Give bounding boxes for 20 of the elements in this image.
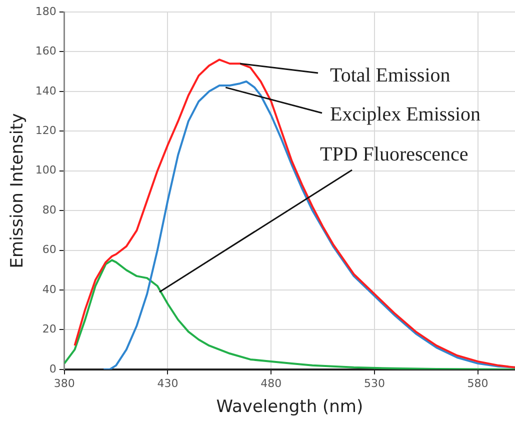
x-axis-title: Wavelength (nm) xyxy=(216,397,364,418)
x-tick-label: 530 xyxy=(364,376,385,390)
y-tick-label: 80 xyxy=(42,203,56,216)
y-tick-label: 0 xyxy=(49,362,56,376)
y-tick-label: 20 xyxy=(42,322,56,336)
y-tick-label: 140 xyxy=(35,84,56,98)
y-tick-label: 40 xyxy=(42,282,56,296)
annotation: Exciplex Emission xyxy=(330,103,481,126)
y-axis-title: Emission Intensity xyxy=(8,113,28,268)
annotation: TPD Fluorescence xyxy=(320,143,468,166)
y-tick-label: 60 xyxy=(42,243,56,256)
annotation: Total Emission xyxy=(330,64,450,86)
x-tick-label: 430 xyxy=(157,376,178,390)
y-tick-label: 160 xyxy=(35,44,56,58)
y-tick-label: 100 xyxy=(35,164,56,177)
x-tick-label: 480 xyxy=(260,376,282,390)
x-tick-label: 580 xyxy=(467,376,488,390)
x-tick-label: 380 xyxy=(54,376,75,390)
y-tick-label: 180 xyxy=(35,4,56,18)
y-tick-label: 120 xyxy=(35,124,56,137)
